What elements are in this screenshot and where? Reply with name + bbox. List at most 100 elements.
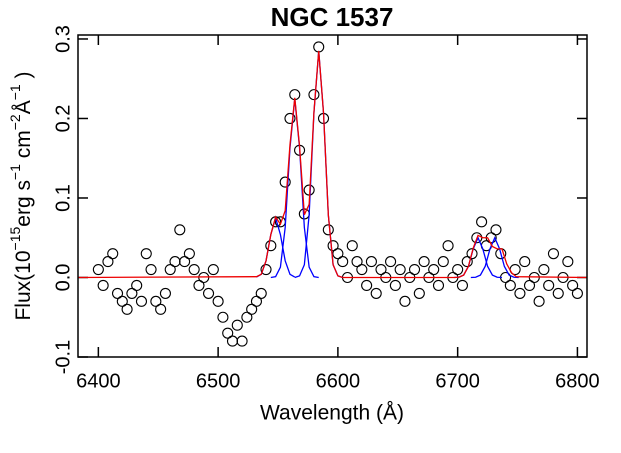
data-point: [322, 224, 334, 236]
data-point: [442, 240, 454, 252]
data-point: [399, 295, 411, 307]
data-point: [188, 263, 200, 276]
data-point: [413, 287, 425, 299]
data-point: [164, 263, 176, 276]
y-label-part: Flux(10: [12, 250, 35, 320]
chart-title: NGC 1537: [271, 2, 394, 32]
data-point: [476, 216, 488, 228]
data-point: [140, 248, 152, 260]
data-point: [552, 287, 564, 299]
y-tick-label: 0.0: [52, 264, 74, 292]
y-label-superscript: −1: [7, 84, 23, 100]
x-tick-label: 6400: [76, 370, 121, 392]
plot-frame: [77, 34, 588, 358]
fit-line: [454, 236, 502, 279]
data-point: [432, 279, 445, 291]
data-point: [255, 287, 267, 299]
data-point: [418, 256, 430, 268]
data-point: [174, 224, 186, 236]
data-point: [361, 279, 373, 291]
data-point: [327, 240, 339, 252]
data-point: [202, 287, 215, 299]
data-point: [246, 303, 258, 315]
y-tick-label: 0.2: [52, 105, 74, 133]
y-label-part: cm: [12, 130, 35, 164]
data-point: [279, 176, 291, 188]
data-point: [370, 287, 382, 299]
data-point: [571, 287, 583, 299]
data-point: [135, 295, 148, 307]
data-point: [389, 279, 401, 291]
data-point: [92, 263, 104, 276]
fit-line: [77, 50, 588, 279]
data-point: [533, 295, 545, 307]
data-point: [567, 279, 579, 291]
y-label-part: Å: [12, 100, 35, 114]
data-point: [523, 279, 536, 291]
data-point: [547, 248, 560, 260]
data-point: [102, 256, 114, 268]
fit-line: [294, 50, 343, 279]
y-tick-label: -0.1: [52, 340, 74, 374]
data-point: [250, 295, 262, 307]
data-point: [385, 256, 397, 268]
data-point: [97, 279, 109, 291]
y-tick-label: 0.3: [52, 25, 74, 53]
data-point: [265, 240, 277, 252]
data-point: [337, 256, 349, 268]
data-point: [284, 112, 296, 125]
y-label-superscript: −2: [7, 114, 23, 130]
data-point: [332, 248, 344, 260]
data-point: [145, 263, 157, 276]
data-point: [150, 295, 162, 307]
data-point: [116, 295, 128, 307]
data-point: [461, 256, 473, 268]
data-point: [313, 41, 325, 53]
data-point: [394, 263, 406, 276]
data-point: [241, 311, 253, 323]
data-point: [504, 279, 516, 291]
fit-line: [270, 98, 319, 279]
data-point: [217, 311, 229, 323]
data-point: [365, 256, 377, 268]
x-tick-label: 6700: [435, 370, 480, 392]
fit-line: [470, 236, 519, 279]
data-point: [169, 256, 181, 268]
data-point: [490, 224, 502, 236]
data-point: [159, 287, 171, 299]
data-point: [456, 279, 468, 291]
data-point: [183, 248, 195, 260]
data-point: [222, 327, 234, 339]
y-label-part: ): [12, 71, 35, 84]
data-point: [543, 279, 555, 291]
x-tick-label: 6800: [555, 370, 600, 392]
data-point: [408, 263, 421, 276]
data-point: [121, 303, 133, 315]
data-point: [562, 256, 574, 268]
data-point: [346, 240, 358, 252]
data-point: [107, 248, 119, 260]
data-point: [437, 256, 449, 268]
data-point: [260, 263, 272, 276]
data-point: [155, 303, 167, 315]
data-point: [538, 263, 550, 276]
data-point: [111, 287, 124, 299]
data-point: [375, 263, 387, 276]
x-tick-label: 6500: [196, 370, 241, 392]
data-point: [428, 263, 440, 276]
data-point: [131, 279, 143, 291]
data-point: [226, 335, 239, 347]
y-axis-label: Flux(10−15erg s−1 cm−2Å−1 ): [7, 71, 35, 320]
data-point: [231, 319, 243, 331]
data-point: [212, 295, 224, 307]
data-point: [308, 89, 320, 101]
data-point: [519, 256, 531, 268]
data-point: [351, 256, 363, 268]
data-point: [179, 256, 191, 268]
x-tick-label: 6600: [316, 370, 361, 392]
data-point: [126, 287, 138, 299]
data-point: [356, 263, 368, 276]
y-label-superscript: −1: [7, 164, 23, 180]
data-point: [452, 263, 464, 276]
